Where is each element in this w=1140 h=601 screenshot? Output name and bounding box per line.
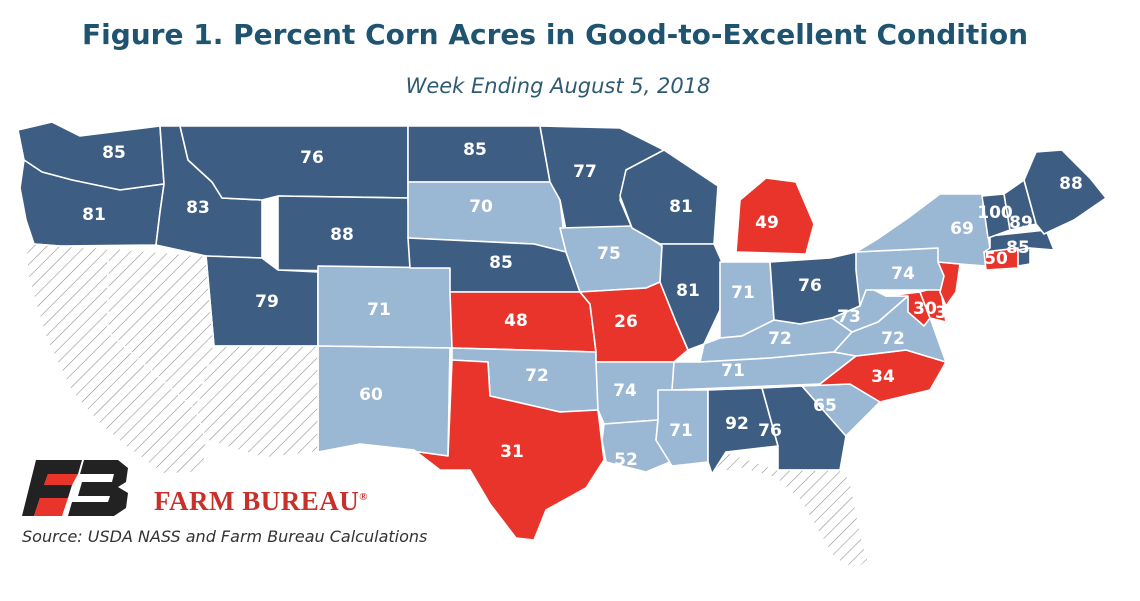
state-value-ks: 48 xyxy=(504,311,528,331)
state-value-il: 81 xyxy=(676,281,700,301)
state-value-mo: 26 xyxy=(614,312,638,332)
state-tx xyxy=(359,359,605,541)
state-value-ms: 71 xyxy=(669,421,693,441)
state-ca xyxy=(25,243,207,475)
state-nm xyxy=(317,345,451,457)
state-value-sd: 70 xyxy=(469,197,493,217)
state-value-in: 71 xyxy=(731,283,755,303)
state-value-nj: 50 xyxy=(956,278,980,298)
state-value-oh: 76 xyxy=(798,276,822,296)
state-fl xyxy=(711,451,869,571)
state-value-mi: 49 xyxy=(755,213,779,233)
state-me xyxy=(1023,149,1107,235)
state-value-wy: 88 xyxy=(330,225,354,245)
state-ri xyxy=(1017,247,1031,267)
state-value-de: 33 xyxy=(935,303,959,323)
state-value-or: 81 xyxy=(82,205,106,225)
state-value-ct: 50 xyxy=(984,249,1008,269)
state-value-ny: 69 xyxy=(950,219,974,239)
page-title: Figure 1. Percent Corn Acres in Good-to-… xyxy=(81,18,1029,51)
state-value-pa: 74 xyxy=(891,264,915,284)
state-mi xyxy=(735,177,815,255)
state-value-id: 83 xyxy=(186,198,210,218)
state-value-ma: 85 xyxy=(1006,238,1030,258)
state-value-ut: 79 xyxy=(255,292,279,312)
state-value-tn: 71 xyxy=(721,361,745,381)
state-value-ia: 75 xyxy=(597,244,621,264)
state-value-la: 52 xyxy=(614,450,638,470)
state-il xyxy=(659,243,723,351)
state-az xyxy=(195,345,319,459)
state-value-tx: 31 xyxy=(500,442,524,462)
state-value-mn: 77 xyxy=(573,162,597,182)
state-value-mt: 76 xyxy=(300,148,324,168)
state-value-ga: 76 xyxy=(758,421,782,441)
state-value-sc: 65 xyxy=(813,396,837,416)
state-value-me: 88 xyxy=(1059,174,1083,194)
state-value-vt: 100 xyxy=(977,203,1013,223)
state-value-nd: 85 xyxy=(463,140,487,160)
state-value-ar: 74 xyxy=(613,381,637,401)
state-value-wv: 73 xyxy=(837,307,861,327)
page-subtitle: Week Ending August 5, 2018 xyxy=(405,74,711,98)
farm-bureau-logo-icon xyxy=(22,460,128,516)
state-value-va: 72 xyxy=(881,329,905,349)
state-value-ne: 85 xyxy=(489,253,513,273)
state-value-nh: 89 xyxy=(1009,213,1033,233)
state-value-nm: 60 xyxy=(359,385,383,405)
state-value-wi: 81 xyxy=(669,197,693,217)
state-value-ky: 72 xyxy=(768,329,792,349)
state-value-al: 92 xyxy=(725,414,749,434)
state-value-co: 71 xyxy=(367,300,391,320)
source-note: Source: USDA NASS and Farm Bureau Calcul… xyxy=(22,527,428,546)
state-value-md: 30 xyxy=(913,299,937,319)
state-value-wa: 85 xyxy=(102,143,126,163)
state-mo xyxy=(579,281,689,363)
state-value-ok: 72 xyxy=(525,366,549,386)
state-wi xyxy=(619,149,719,245)
state-value-nc: 34 xyxy=(871,367,895,387)
brand-name: FARM BUREAU® xyxy=(154,486,368,516)
